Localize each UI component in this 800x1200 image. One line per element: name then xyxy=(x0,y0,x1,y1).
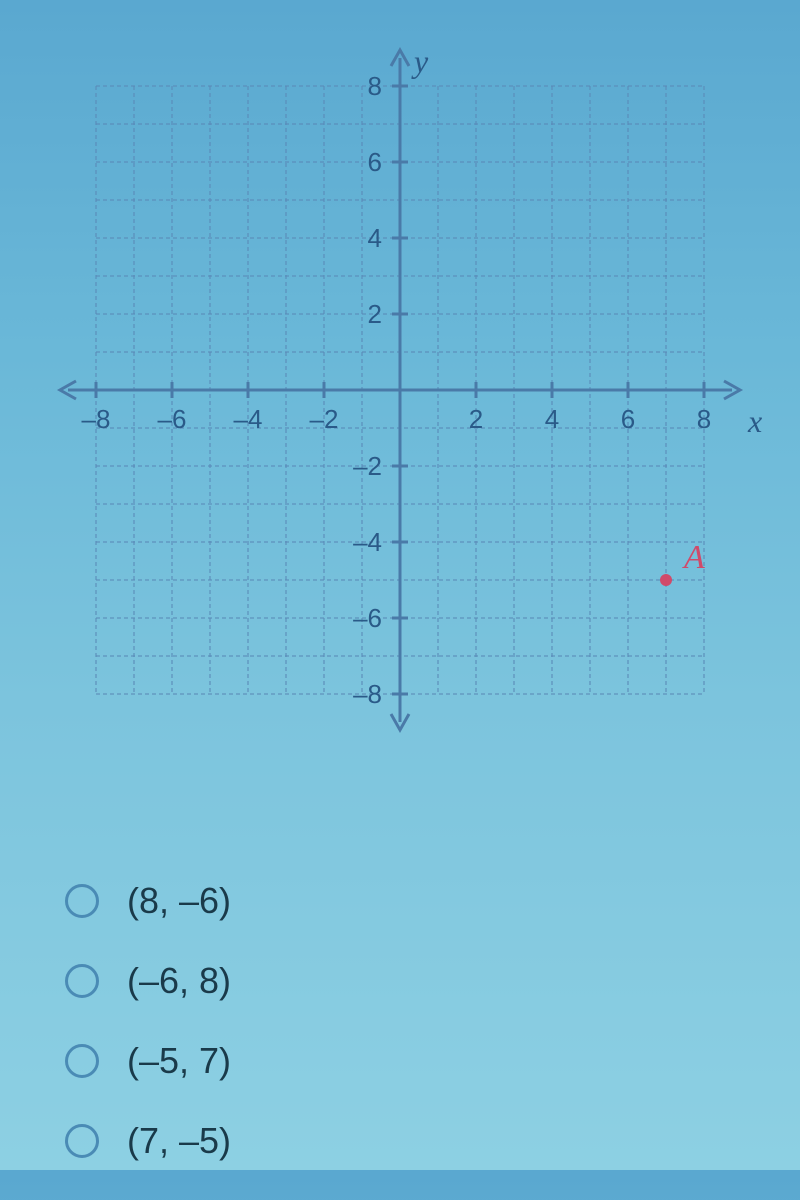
chart-svg: –8 –6 –4 –2 2 4 6 8 –8 –6 –4 –2 2 4 6 8 x y A xyxy=(40,10,780,830)
svg-text:–2: –2 xyxy=(353,451,382,481)
svg-text:–8: –8 xyxy=(353,679,382,709)
option-label: (7, –5) xyxy=(127,1120,231,1162)
svg-text:y: y xyxy=(411,43,429,79)
svg-text:2: 2 xyxy=(368,299,382,329)
svg-text:–2: –2 xyxy=(310,404,339,434)
option-row: (7, –5) xyxy=(65,1120,231,1162)
option-label: (–6, 8) xyxy=(127,960,231,1002)
svg-text:–8: –8 xyxy=(82,404,111,434)
radio-button[interactable] xyxy=(65,1044,99,1078)
svg-text:–6: –6 xyxy=(353,603,382,633)
option-row: (–5, 7) xyxy=(65,1040,231,1082)
svg-text:A: A xyxy=(682,539,705,576)
svg-text:4: 4 xyxy=(545,404,559,434)
svg-text:x: x xyxy=(747,403,762,439)
radio-button[interactable] xyxy=(65,964,99,998)
answer-options: (8, –6) (–6, 8) (–5, 7) (7, –5) xyxy=(65,880,231,1200)
svg-text:–6: –6 xyxy=(158,404,187,434)
svg-text:2: 2 xyxy=(469,404,483,434)
radio-button[interactable] xyxy=(65,884,99,918)
coordinate-chart: –8 –6 –4 –2 2 4 6 8 –8 –6 –4 –2 2 4 6 8 x y A xyxy=(40,10,780,830)
radio-button[interactable] xyxy=(65,1124,99,1158)
option-label: (–5, 7) xyxy=(127,1040,231,1082)
svg-text:4: 4 xyxy=(368,223,382,253)
svg-text:–4: –4 xyxy=(353,527,382,557)
option-row: (–6, 8) xyxy=(65,960,231,1002)
svg-text:8: 8 xyxy=(697,404,711,434)
svg-text:–4: –4 xyxy=(234,404,263,434)
option-label: (8, –6) xyxy=(127,880,231,922)
svg-text:8: 8 xyxy=(368,71,382,101)
option-row: (8, –6) xyxy=(65,880,231,922)
svg-text:6: 6 xyxy=(621,404,635,434)
svg-text:6: 6 xyxy=(368,147,382,177)
